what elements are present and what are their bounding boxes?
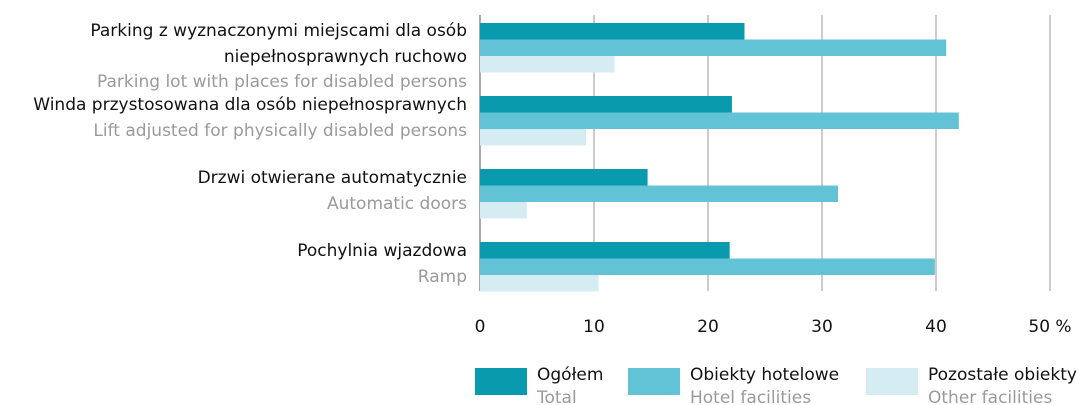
bar [480, 185, 838, 202]
bar [480, 169, 648, 186]
x-tick-label: 50 % [1028, 317, 1071, 337]
category-label: Drzwi otwierane automatycznie [198, 168, 467, 188]
category-label: Parking z wyznaczonymi miejscami dla osó… [90, 21, 467, 41]
category-label-en: Parking lot with places for disabled per… [97, 72, 467, 92]
bar [480, 39, 947, 56]
legend-swatch [866, 368, 918, 395]
category-label: Pochylnia wjazdowa [297, 241, 467, 261]
category-label-en: Ramp [418, 267, 467, 287]
x-tick-label: 30 [811, 317, 833, 337]
bar [480, 112, 959, 129]
x-tick-label: 0 [475, 317, 486, 337]
bar [480, 129, 587, 146]
legend-label-en: Other facilities [928, 388, 1052, 405]
category-label-en: Lift adjusted for physically disabled pe… [93, 121, 467, 141]
legend-label: Ogółem [537, 365, 603, 385]
bar [480, 96, 732, 113]
bar [480, 275, 599, 292]
bar [480, 202, 527, 219]
category-label: niepełnosprawnych ruchowo [224, 47, 467, 67]
bar [480, 258, 935, 275]
bar [480, 23, 745, 40]
bar [480, 242, 730, 259]
legend-swatch [475, 368, 527, 395]
bar [480, 56, 615, 73]
legend-label: Pozostałe obiekty [928, 365, 1077, 385]
category-label-en: Automatic doors [327, 194, 467, 214]
x-tick-label: 10 [583, 317, 605, 337]
category-label: Winda przystosowana dla osób niepełnospr… [33, 95, 467, 115]
legend-swatch [628, 368, 680, 395]
legend-label-en: Total [536, 388, 577, 405]
legend-label: Obiekty hotelowe [690, 365, 839, 385]
x-tick-label: 40 [925, 317, 947, 337]
legend-label-en: Hotel facilities [690, 388, 811, 405]
x-tick-label: 20 [697, 317, 719, 337]
